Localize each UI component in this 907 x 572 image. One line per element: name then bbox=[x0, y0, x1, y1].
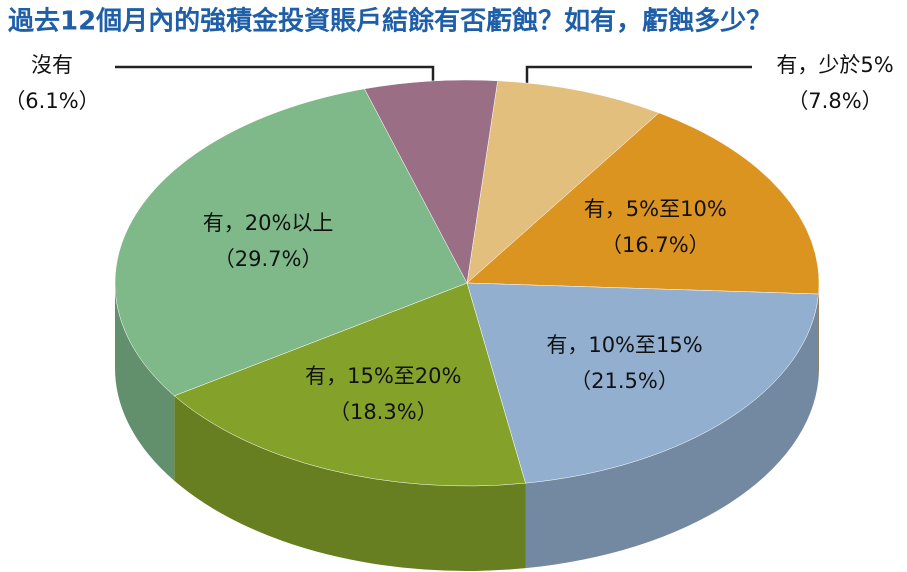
value-label: （6.1%） bbox=[4, 89, 99, 113]
slice-label: 有，20%以上 bbox=[203, 211, 334, 235]
pie-slice bbox=[466, 282, 819, 484]
value-label: （7.8%） bbox=[787, 89, 882, 113]
pie-slice bbox=[466, 112, 820, 295]
value-label: （18.3%） bbox=[329, 400, 438, 424]
slice-label: 沒有 bbox=[31, 53, 73, 77]
pie-slice bbox=[173, 282, 526, 487]
chart-title: 過去12個月內的強積金投資賬戶結餘有否虧蝕？如有，虧蝕多少？ bbox=[8, 6, 772, 37]
slice-label: 有，少於5% bbox=[776, 53, 893, 77]
pie-slice bbox=[114, 88, 468, 397]
pie-slice bbox=[466, 80, 660, 284]
slice-label: 有，10%至15% bbox=[546, 333, 702, 357]
pie-slice bbox=[364, 79, 498, 284]
value-label: （16.7%） bbox=[601, 233, 710, 257]
slice-label: 有，5%至10% bbox=[584, 197, 727, 221]
pie-side bbox=[115, 283, 175, 481]
pie-side bbox=[174, 395, 526, 571]
value-label: （29.7%） bbox=[214, 247, 323, 271]
pie-side bbox=[818, 283, 819, 380]
pie-side bbox=[525, 294, 819, 569]
slice-label: 有，15%至20% bbox=[305, 364, 461, 388]
value-label: （21.5%） bbox=[570, 369, 679, 393]
